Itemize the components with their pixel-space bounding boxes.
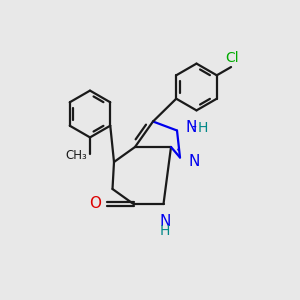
Text: N: N — [188, 154, 200, 169]
Text: CH₃: CH₃ — [65, 149, 87, 162]
Text: H: H — [160, 224, 170, 239]
Text: Cl: Cl — [226, 51, 239, 65]
Text: O: O — [89, 196, 101, 211]
Text: N: N — [185, 120, 197, 135]
Text: N: N — [159, 214, 171, 230]
Text: -: - — [191, 121, 196, 134]
Text: H: H — [197, 121, 208, 134]
